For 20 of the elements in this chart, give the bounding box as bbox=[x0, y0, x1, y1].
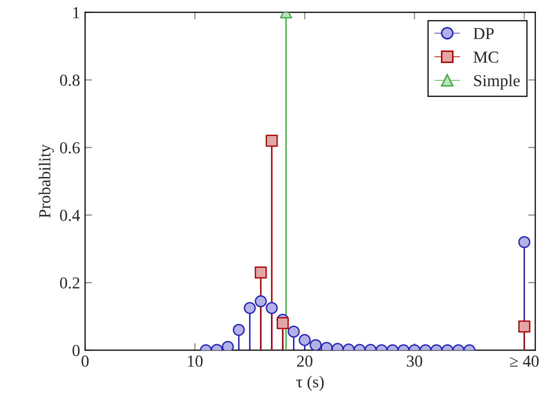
y-tick-label: 0.8 bbox=[60, 74, 80, 86]
x-tick-label: 20 bbox=[297, 356, 312, 367]
y-tick-label: 0.2 bbox=[60, 277, 80, 289]
y-tick-label: 0.4 bbox=[60, 210, 80, 222]
point bbox=[254, 266, 267, 278]
y-axis-title: Probability bbox=[38, 144, 54, 218]
x-axis-title: τ (s) bbox=[296, 376, 324, 391]
y-tick-label: 0.6 bbox=[60, 142, 80, 154]
legend-label: MC bbox=[474, 52, 498, 63]
x-tick-label: 10 bbox=[188, 356, 203, 367]
x-tick-label: ≥ 40 bbox=[510, 356, 539, 367]
point bbox=[222, 340, 234, 350]
x-tick-label: 0 bbox=[82, 356, 89, 367]
legend-label: DP bbox=[474, 28, 494, 40]
legend-label: Simple bbox=[474, 74, 520, 90]
point bbox=[266, 134, 278, 147]
y-tick-label: 0 bbox=[72, 344, 80, 356]
y-tick-label: 1 bbox=[73, 7, 80, 18]
point bbox=[518, 236, 530, 248]
x-tick-label: 30 bbox=[406, 356, 422, 367]
